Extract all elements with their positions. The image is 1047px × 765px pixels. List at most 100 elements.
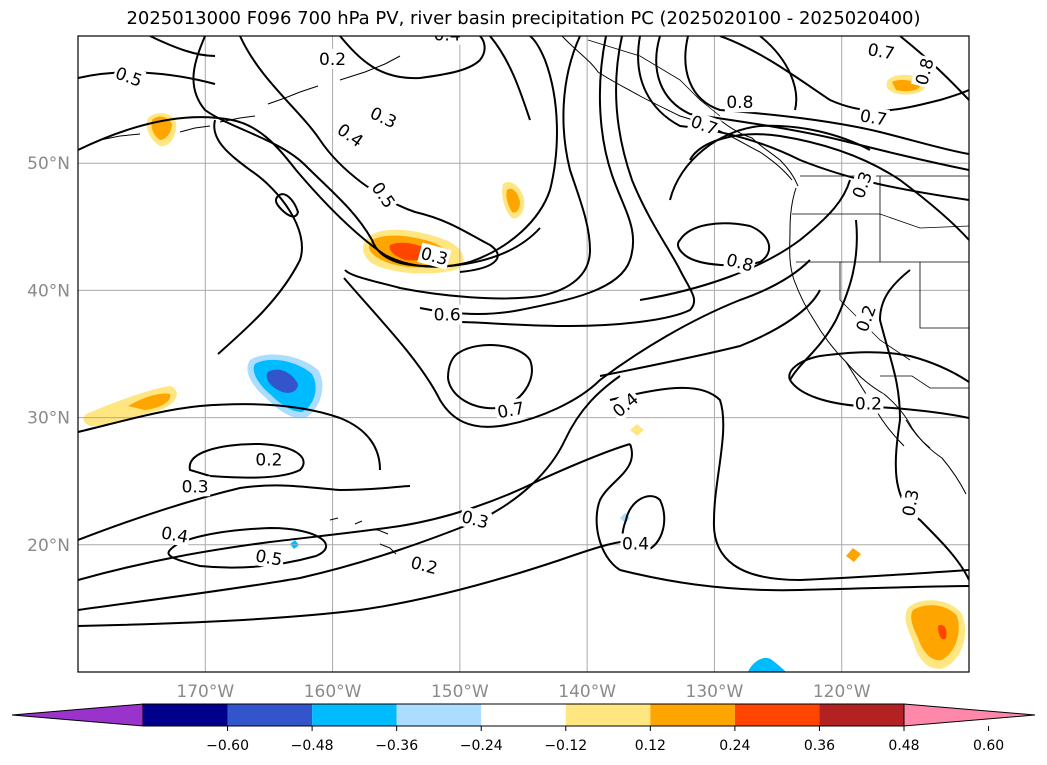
colorbar-segment — [734, 704, 820, 726]
contour-label: 0.3 — [180, 476, 211, 497]
colorbar-tick-label: −0.24 — [460, 738, 503, 754]
contour-label-backing — [317, 48, 348, 69]
contour-label: 0.7 — [494, 397, 528, 423]
contour-label-backing — [458, 505, 493, 533]
lon-tick-label: 160°W — [304, 682, 362, 702]
contour-label-backing — [158, 522, 192, 548]
precip-negative-patch — [748, 657, 786, 672]
pv-contour-line — [489, 36, 531, 121]
colorbar-segment — [481, 704, 566, 726]
lat-tick-label: 30°N — [27, 409, 70, 429]
pv-contour-line — [239, 36, 499, 273]
lon-tick-label: 170°W — [176, 682, 234, 702]
contour-label-text: 0.8 — [726, 93, 753, 113]
contour-label: 0.8 — [724, 92, 755, 113]
colorbar-tick-label: 0.24 — [719, 738, 750, 754]
contour-label: 0.4 — [432, 36, 463, 46]
pv-contour-line — [677, 222, 771, 267]
pv-contour-line — [78, 539, 641, 627]
contour-label-text: 0.4 — [333, 120, 367, 152]
colorbar-segment — [312, 704, 397, 726]
contour-label-backing — [365, 102, 402, 133]
pv-contour-line — [788, 351, 969, 383]
lon-tick-label: 120°W — [813, 682, 871, 702]
contour-label-backing — [897, 486, 923, 520]
colorbar-tick-label: 0.60 — [973, 738, 1004, 754]
colorbar-tick-label: −0.60 — [206, 738, 249, 754]
contour-labels: 0.50.20.40.40.30.50.30.60.7 0.40.40.30.20… — [111, 36, 939, 579]
contour-label: 0.2 — [851, 300, 881, 336]
pv-contour-line — [78, 375, 621, 611]
contour-label: 0.4 — [158, 522, 192, 548]
latitude-ticks: 20°N 30°N 40°N 50°N — [27, 154, 70, 556]
contour-label: 0.8 — [910, 54, 939, 89]
contour-label: 0.2 — [317, 48, 348, 70]
contour-label-backing — [724, 92, 755, 113]
contour-label-backing — [407, 551, 442, 579]
contour-label: 0.5 — [111, 62, 147, 92]
colorbar-extend-high — [903, 703, 1036, 727]
contour-label-backing — [607, 387, 644, 423]
contour-label: 0.8 — [722, 248, 757, 277]
border-canada-alaska — [587, 39, 721, 117]
pv-contour-line — [759, 36, 798, 111]
pv-contour-line — [419, 36, 635, 315]
contour-label: 0.7 — [857, 104, 891, 131]
contour-label-backing — [252, 545, 286, 570]
coastline-bc — [719, 119, 799, 187]
contour-label-backing — [847, 167, 877, 203]
contour-label-text: 0.6 — [434, 306, 461, 326]
lon-tick-label: 140°W — [558, 682, 616, 702]
pv-contour-line — [639, 179, 851, 301]
pv-contour-line — [339, 36, 486, 80]
border-state — [879, 176, 969, 329]
coastline-mexico — [911, 427, 967, 495]
map-plot-area: 0.50.20.40.40.30.50.30.60.7 0.40.40.30.20… — [78, 36, 969, 672]
contour-label-backing — [864, 38, 898, 64]
colorbar-tick-label: 0.12 — [635, 738, 666, 754]
contour-label-backing — [620, 533, 651, 554]
contour-label: 0.3 — [458, 505, 493, 533]
border-state — [792, 213, 969, 229]
lat-tick-label: 20°N — [27, 536, 70, 556]
contour-label-text: 0.2 — [255, 451, 282, 471]
colorbar-frame — [142, 703, 905, 727]
map-frame — [77, 35, 970, 673]
contour-label: 0.2 — [853, 393, 884, 415]
contour-label-text: 0.2 — [855, 395, 882, 415]
contour-label: 0.3 — [365, 102, 402, 133]
coastline-alaska — [561, 36, 793, 181]
precip-positive-patch — [630, 424, 644, 436]
contour-label-backing — [180, 476, 211, 497]
contour-label-backing — [111, 62, 147, 92]
pv-contour-line — [78, 403, 381, 471]
contour-label-backing — [432, 36, 463, 45]
pv-contour-line — [609, 386, 969, 582]
contour-label-backing — [722, 248, 757, 276]
pv-contour-line — [344, 36, 592, 300]
contour-label-text: 0.7 — [866, 40, 896, 64]
colorbar: −0.60 −0.48 −0.36 −0.24 −0.12 0.12 0.24 0.36 0.4… — [11, 703, 1036, 754]
pv-contour-line — [78, 443, 631, 581]
contour-label-backing — [366, 176, 401, 214]
contour-label-text: 0.7 — [496, 399, 526, 423]
lat-tick-label: 50°N — [27, 154, 70, 174]
contour-label-text: 0.3 — [899, 488, 923, 518]
contour-label-backing — [253, 449, 284, 470]
colorbar-segment — [650, 704, 735, 726]
contour-label-text: 0.8 — [724, 250, 755, 276]
contour-label-text: 0.7 — [858, 106, 888, 130]
pv-contour-line — [595, 443, 969, 592]
contour-label-text: 0.4 — [622, 535, 649, 555]
longitude-ticks: 170°W 160°W 150°W 140°W 130°W 120°W — [176, 682, 870, 702]
precip-positive-patch — [128, 393, 171, 410]
lon-tick-label: 130°W — [686, 682, 744, 702]
contour-label-backing — [332, 118, 369, 153]
contour-label-backing — [494, 397, 528, 423]
colorbar-extend-low — [11, 703, 144, 727]
pv-contour-line — [167, 526, 328, 569]
contour-label-backing — [851, 300, 881, 336]
pv-contour-line — [343, 259, 811, 428]
contour-label-text: 0.8 — [912, 56, 938, 87]
